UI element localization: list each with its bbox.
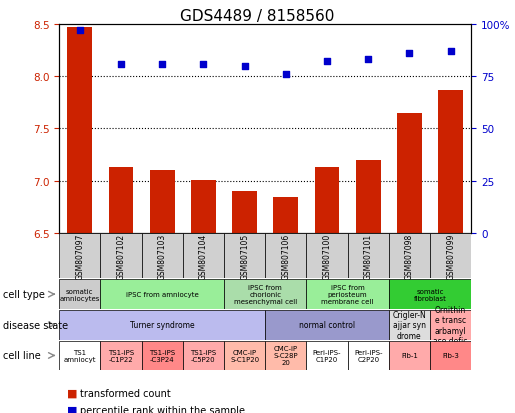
Point xyxy=(405,51,414,57)
Text: somatic
amniocytes: somatic amniocytes xyxy=(60,288,100,301)
Bar xyxy=(397,114,422,233)
Point xyxy=(117,61,125,68)
Point xyxy=(323,59,331,66)
Bar xyxy=(265,310,389,340)
Text: Peri-iPS-
C2P20: Peri-iPS- C2P20 xyxy=(354,349,383,362)
Point xyxy=(364,57,372,64)
Bar xyxy=(389,233,430,279)
Text: iPSC from
chorionic
mesenchymal cell: iPSC from chorionic mesenchymal cell xyxy=(234,285,297,304)
Bar xyxy=(59,280,100,309)
Bar xyxy=(265,233,306,279)
Bar xyxy=(183,233,224,279)
Bar xyxy=(59,310,265,340)
Point xyxy=(447,49,455,55)
Text: percentile rank within the sample: percentile rank within the sample xyxy=(80,405,245,413)
Text: TS1-iPS
-C3P24: TS1-iPS -C3P24 xyxy=(149,349,175,362)
Text: Fib-3: Fib-3 xyxy=(442,353,459,358)
Bar xyxy=(430,310,471,340)
Bar xyxy=(100,233,142,279)
Text: iPSC from
periosteum
membrane cell: iPSC from periosteum membrane cell xyxy=(321,285,374,304)
Text: CMC-iP
S-C28P
20: CMC-iP S-C28P 20 xyxy=(273,346,298,366)
Bar xyxy=(100,280,224,309)
Bar xyxy=(150,171,175,233)
Text: GSM807106: GSM807106 xyxy=(281,233,290,279)
Text: transformed count: transformed count xyxy=(80,388,170,398)
Text: GSM807105: GSM807105 xyxy=(240,233,249,279)
Text: GDS4489 / 8158560: GDS4489 / 8158560 xyxy=(180,9,335,24)
Text: iPSC from amniocyte: iPSC from amniocyte xyxy=(126,292,199,297)
Bar xyxy=(191,180,216,233)
Bar xyxy=(100,341,142,370)
Text: Ornithin
e transc
arbamyl
ase defic: Ornithin e transc arbamyl ase defic xyxy=(434,305,468,345)
Text: GSM807097: GSM807097 xyxy=(75,233,84,279)
Point xyxy=(241,63,249,70)
Text: GSM807098: GSM807098 xyxy=(405,233,414,279)
Bar xyxy=(356,160,381,233)
Bar xyxy=(430,341,471,370)
Text: ■: ■ xyxy=(67,405,77,413)
Point xyxy=(158,61,166,68)
Bar xyxy=(315,168,339,233)
Text: somatic
fibroblast: somatic fibroblast xyxy=(414,288,447,301)
Point xyxy=(76,28,84,34)
Bar xyxy=(183,341,224,370)
Bar xyxy=(306,280,389,309)
Text: GSM807103: GSM807103 xyxy=(158,233,167,279)
Bar xyxy=(389,310,430,340)
Text: normal control: normal control xyxy=(299,320,355,330)
Text: TS1
amniocyt: TS1 amniocyt xyxy=(63,349,96,362)
Bar xyxy=(348,233,389,279)
Bar xyxy=(430,233,471,279)
Bar xyxy=(224,280,306,309)
Bar xyxy=(67,28,92,233)
Bar xyxy=(265,341,306,370)
Text: ■: ■ xyxy=(67,388,77,398)
Bar xyxy=(389,341,430,370)
Text: GSM807100: GSM807100 xyxy=(322,233,332,279)
Text: GSM807101: GSM807101 xyxy=(364,233,373,279)
Text: GSM807104: GSM807104 xyxy=(199,233,208,279)
Bar xyxy=(142,233,183,279)
Text: Fib-1: Fib-1 xyxy=(401,353,418,358)
Text: Crigler-N
ajjar syn
drome: Crigler-N ajjar syn drome xyxy=(392,310,426,340)
Text: cell type: cell type xyxy=(3,290,44,299)
Bar xyxy=(224,233,265,279)
Text: cell line: cell line xyxy=(3,351,40,361)
Text: TS1-iPS
-C1P22: TS1-iPS -C1P22 xyxy=(108,349,134,362)
Point xyxy=(199,61,208,68)
Point xyxy=(282,71,290,78)
Bar xyxy=(142,341,183,370)
Text: GSM807099: GSM807099 xyxy=(446,233,455,279)
Text: CMC-iP
S-C1P20: CMC-iP S-C1P20 xyxy=(230,349,259,362)
Bar xyxy=(59,233,100,279)
Text: Turner syndrome: Turner syndrome xyxy=(130,320,195,330)
Bar xyxy=(59,341,100,370)
Bar xyxy=(306,341,348,370)
Text: disease state: disease state xyxy=(3,320,67,330)
Bar xyxy=(438,90,463,233)
Bar xyxy=(224,341,265,370)
Bar xyxy=(232,192,257,233)
Bar xyxy=(306,233,348,279)
Text: TS1-iPS
-C5P20: TS1-iPS -C5P20 xyxy=(191,349,216,362)
Bar xyxy=(273,198,298,233)
Text: Peri-iPS-
C1P20: Peri-iPS- C1P20 xyxy=(313,349,341,362)
Bar xyxy=(348,341,389,370)
Bar xyxy=(389,280,471,309)
Bar xyxy=(109,168,133,233)
Text: GSM807102: GSM807102 xyxy=(116,233,126,279)
